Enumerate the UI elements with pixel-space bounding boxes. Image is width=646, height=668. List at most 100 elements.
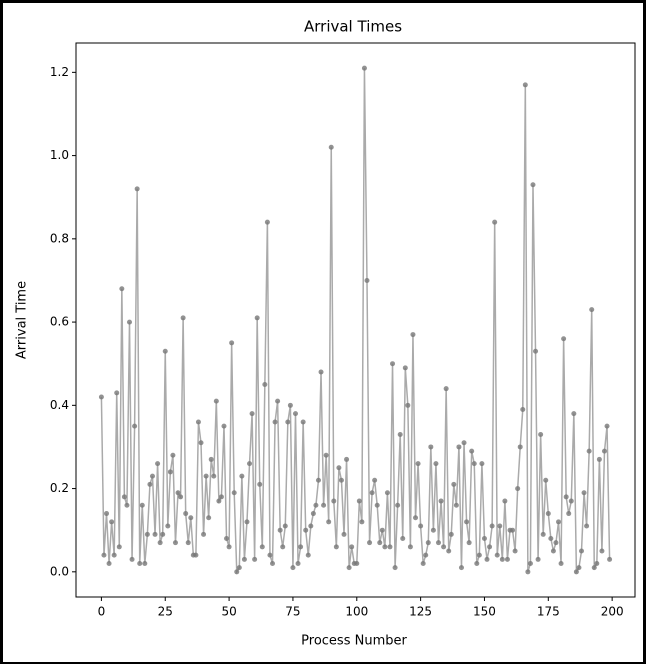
data-point: [298, 544, 304, 550]
data-point: [234, 569, 240, 575]
data-point: [418, 523, 424, 529]
data-point: [132, 423, 138, 429]
data-point: [336, 465, 342, 471]
y-tick-label: 0.4: [50, 398, 69, 412]
data-point: [137, 560, 143, 566]
data-point: [474, 560, 480, 566]
data-point: [400, 536, 406, 542]
data-point: [106, 560, 112, 566]
data-point: [270, 560, 276, 566]
data-point: [576, 565, 582, 571]
data-point: [280, 544, 286, 550]
data-point: [497, 523, 503, 529]
data-point: [318, 369, 324, 375]
data-point: [224, 536, 230, 542]
data-point: [195, 419, 201, 425]
data-point: [295, 560, 301, 566]
x-tick-label: 175: [537, 605, 560, 619]
data-point: [550, 548, 556, 554]
data-point: [382, 544, 388, 550]
data-point: [198, 440, 204, 446]
data-point: [392, 565, 398, 571]
data-point: [252, 556, 258, 562]
data-point: [201, 531, 207, 537]
chart-title: Arrival Times: [304, 18, 402, 36]
data-point: [448, 531, 454, 537]
x-tick-label: 0: [98, 605, 106, 619]
data-point: [441, 544, 447, 550]
data-point: [165, 523, 171, 529]
data-point: [425, 540, 431, 546]
x-tick-label: 200: [601, 605, 624, 619]
data-point: [305, 552, 311, 558]
data-point: [367, 540, 373, 546]
data-point: [369, 490, 375, 496]
data-point: [244, 519, 250, 525]
data-point: [346, 565, 352, 571]
data-point: [527, 560, 533, 566]
data-point: [484, 556, 490, 562]
data-point: [287, 402, 293, 408]
data-point: [374, 502, 380, 508]
data-point: [359, 519, 365, 525]
data-point: [372, 477, 378, 483]
x-tick-label: 25: [158, 605, 173, 619]
data-point: [152, 531, 158, 537]
data-point: [338, 477, 344, 483]
data-point: [586, 448, 592, 454]
data-point: [530, 182, 536, 188]
data-point: [428, 444, 434, 450]
data-point: [98, 394, 104, 400]
data-point: [561, 336, 567, 342]
data-point: [520, 406, 526, 412]
y-tick-label: 0.2: [50, 481, 69, 495]
data-point: [579, 548, 585, 554]
y-tick-label: 0.0: [50, 564, 69, 578]
data-point: [213, 398, 219, 404]
data-point: [364, 277, 370, 283]
data-point: [254, 315, 260, 321]
data-point: [464, 519, 470, 525]
data-point: [239, 473, 245, 479]
data-point: [119, 286, 125, 292]
data-point: [525, 569, 531, 575]
data-point: [499, 556, 505, 562]
background: [3, 3, 643, 662]
data-point: [517, 444, 523, 450]
data-point: [157, 540, 163, 546]
data-point: [216, 498, 222, 504]
data-point: [504, 556, 510, 562]
y-tick-label: 1.0: [50, 148, 69, 162]
data-point: [538, 431, 544, 437]
data-point: [272, 419, 278, 425]
y-axis-label: Arrival Time: [15, 281, 30, 359]
data-point: [390, 361, 396, 367]
data-point: [377, 540, 383, 546]
data-point: [395, 502, 401, 508]
data-point: [155, 461, 161, 467]
data-point: [397, 431, 403, 437]
data-point: [515, 486, 521, 492]
data-point: [282, 523, 288, 529]
data-point: [300, 419, 306, 425]
data-point: [356, 498, 362, 504]
data-point: [413, 515, 419, 521]
data-point: [310, 511, 316, 517]
data-point: [558, 560, 564, 566]
data-point: [226, 544, 232, 550]
data-point: [471, 461, 477, 467]
data-point: [594, 560, 600, 566]
data-point: [149, 473, 155, 479]
data-point: [584, 523, 590, 529]
data-point: [144, 531, 150, 537]
data-point: [402, 365, 408, 371]
data-point: [510, 527, 516, 533]
data-point: [469, 448, 475, 454]
y-tick-label: 1.2: [50, 65, 69, 79]
data-point: [405, 402, 411, 408]
data-point: [229, 340, 235, 346]
data-point: [101, 552, 107, 558]
data-point: [522, 82, 528, 88]
data-point: [384, 490, 390, 496]
data-point: [121, 494, 127, 500]
